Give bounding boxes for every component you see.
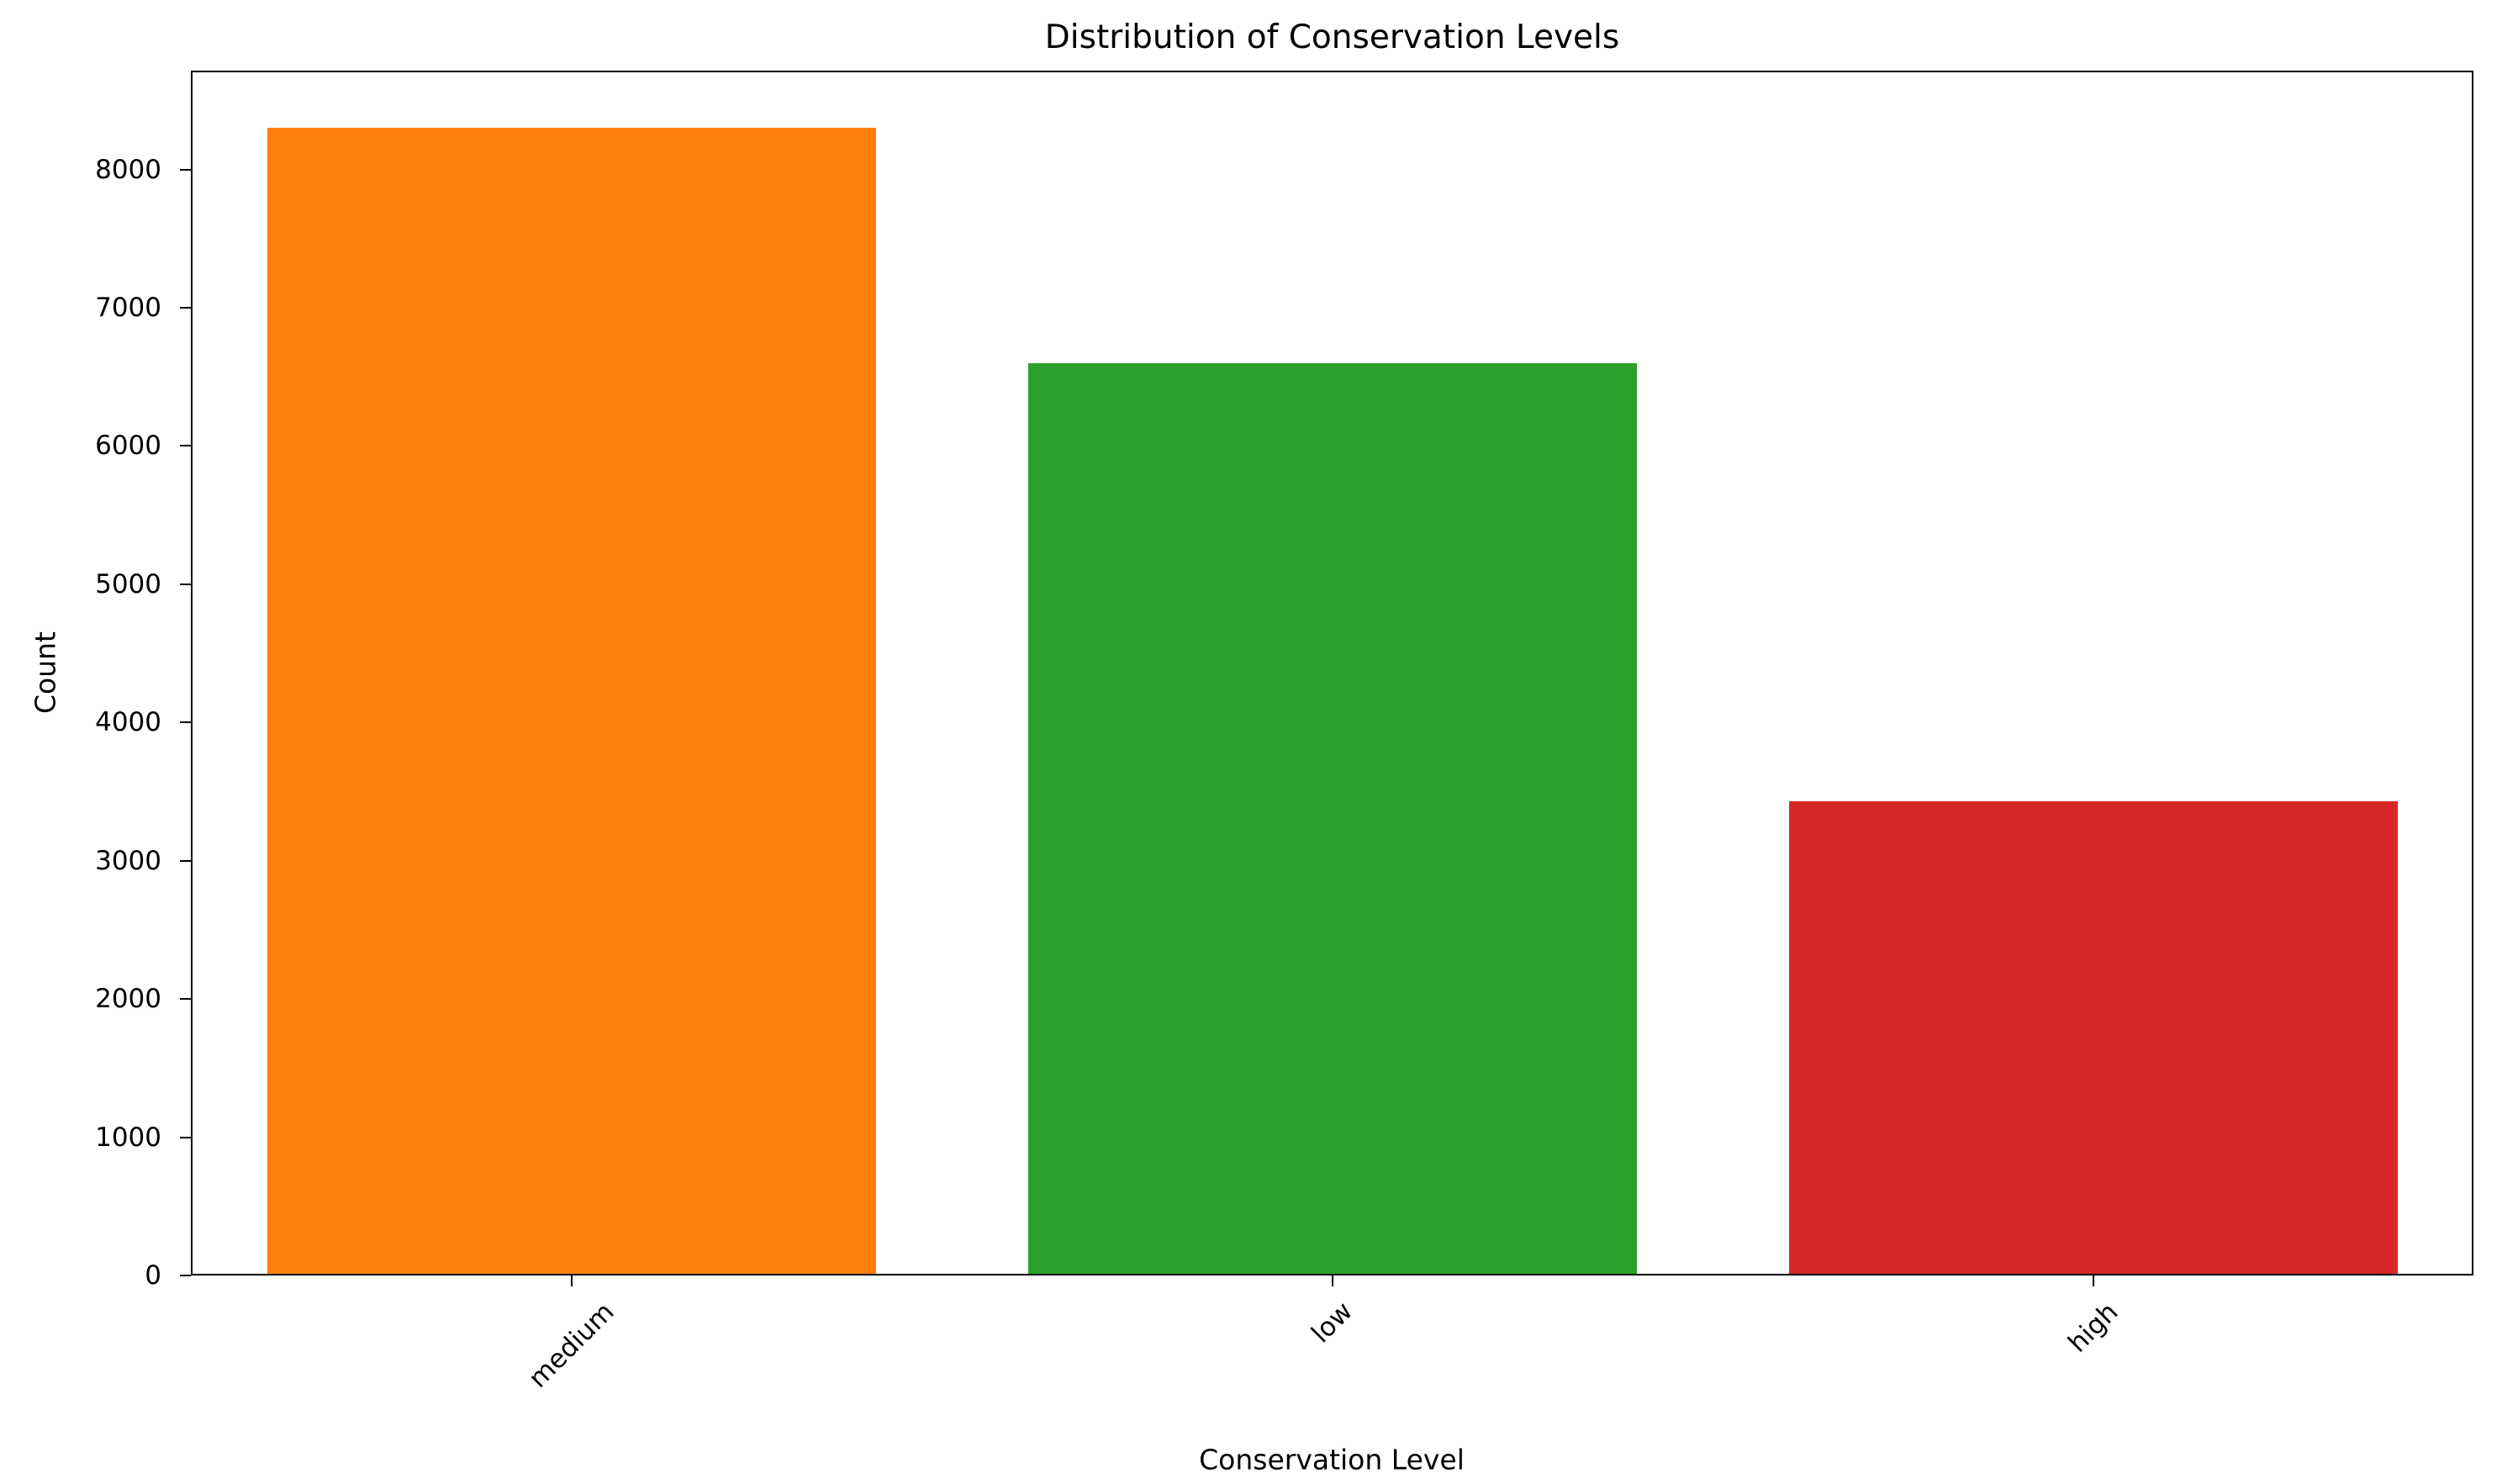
bar-low: [1027, 362, 1637, 1275]
y-tick-label: 1000: [95, 1122, 161, 1153]
y-tick-label: 5000: [95, 568, 161, 599]
y-tick-label: 0: [145, 1260, 161, 1291]
y-tick-mark: [180, 721, 191, 724]
bar-high: [1788, 801, 2398, 1275]
y-tick-mark: [180, 1136, 191, 1138]
x-tick-mark: [2092, 1275, 2094, 1286]
y-tick-mark: [180, 998, 191, 1001]
bar-medium: [267, 128, 876, 1275]
y-tick-label: 4000: [95, 707, 161, 738]
y-tick-label: 8000: [95, 154, 161, 185]
x-tick-mark: [570, 1275, 573, 1286]
y-tick-mark: [180, 1275, 191, 1276]
x-tick-label: high: [2061, 1296, 2125, 1359]
y-tick-mark: [180, 583, 191, 585]
x-tick-label: medium: [522, 1296, 620, 1394]
y-tick-mark: [180, 445, 191, 447]
y-tick-label: 6000: [95, 430, 161, 462]
y-tick-label: 3000: [95, 845, 161, 876]
y-tick-mark: [180, 168, 191, 171]
chart-title: Distribution of Conservation Levels: [1044, 18, 1620, 56]
y-axis-label: Count: [29, 631, 62, 715]
x-tick-mark: [1331, 1275, 1333, 1286]
y-tick-label: 7000: [95, 292, 161, 323]
x-tick-label: low: [1306, 1296, 1359, 1349]
y-tick-mark: [180, 306, 191, 309]
y-tick-label: 2000: [95, 984, 161, 1015]
x-axis-label: Conservation Level: [1199, 1443, 1465, 1476]
y-tick-mark: [180, 859, 191, 862]
